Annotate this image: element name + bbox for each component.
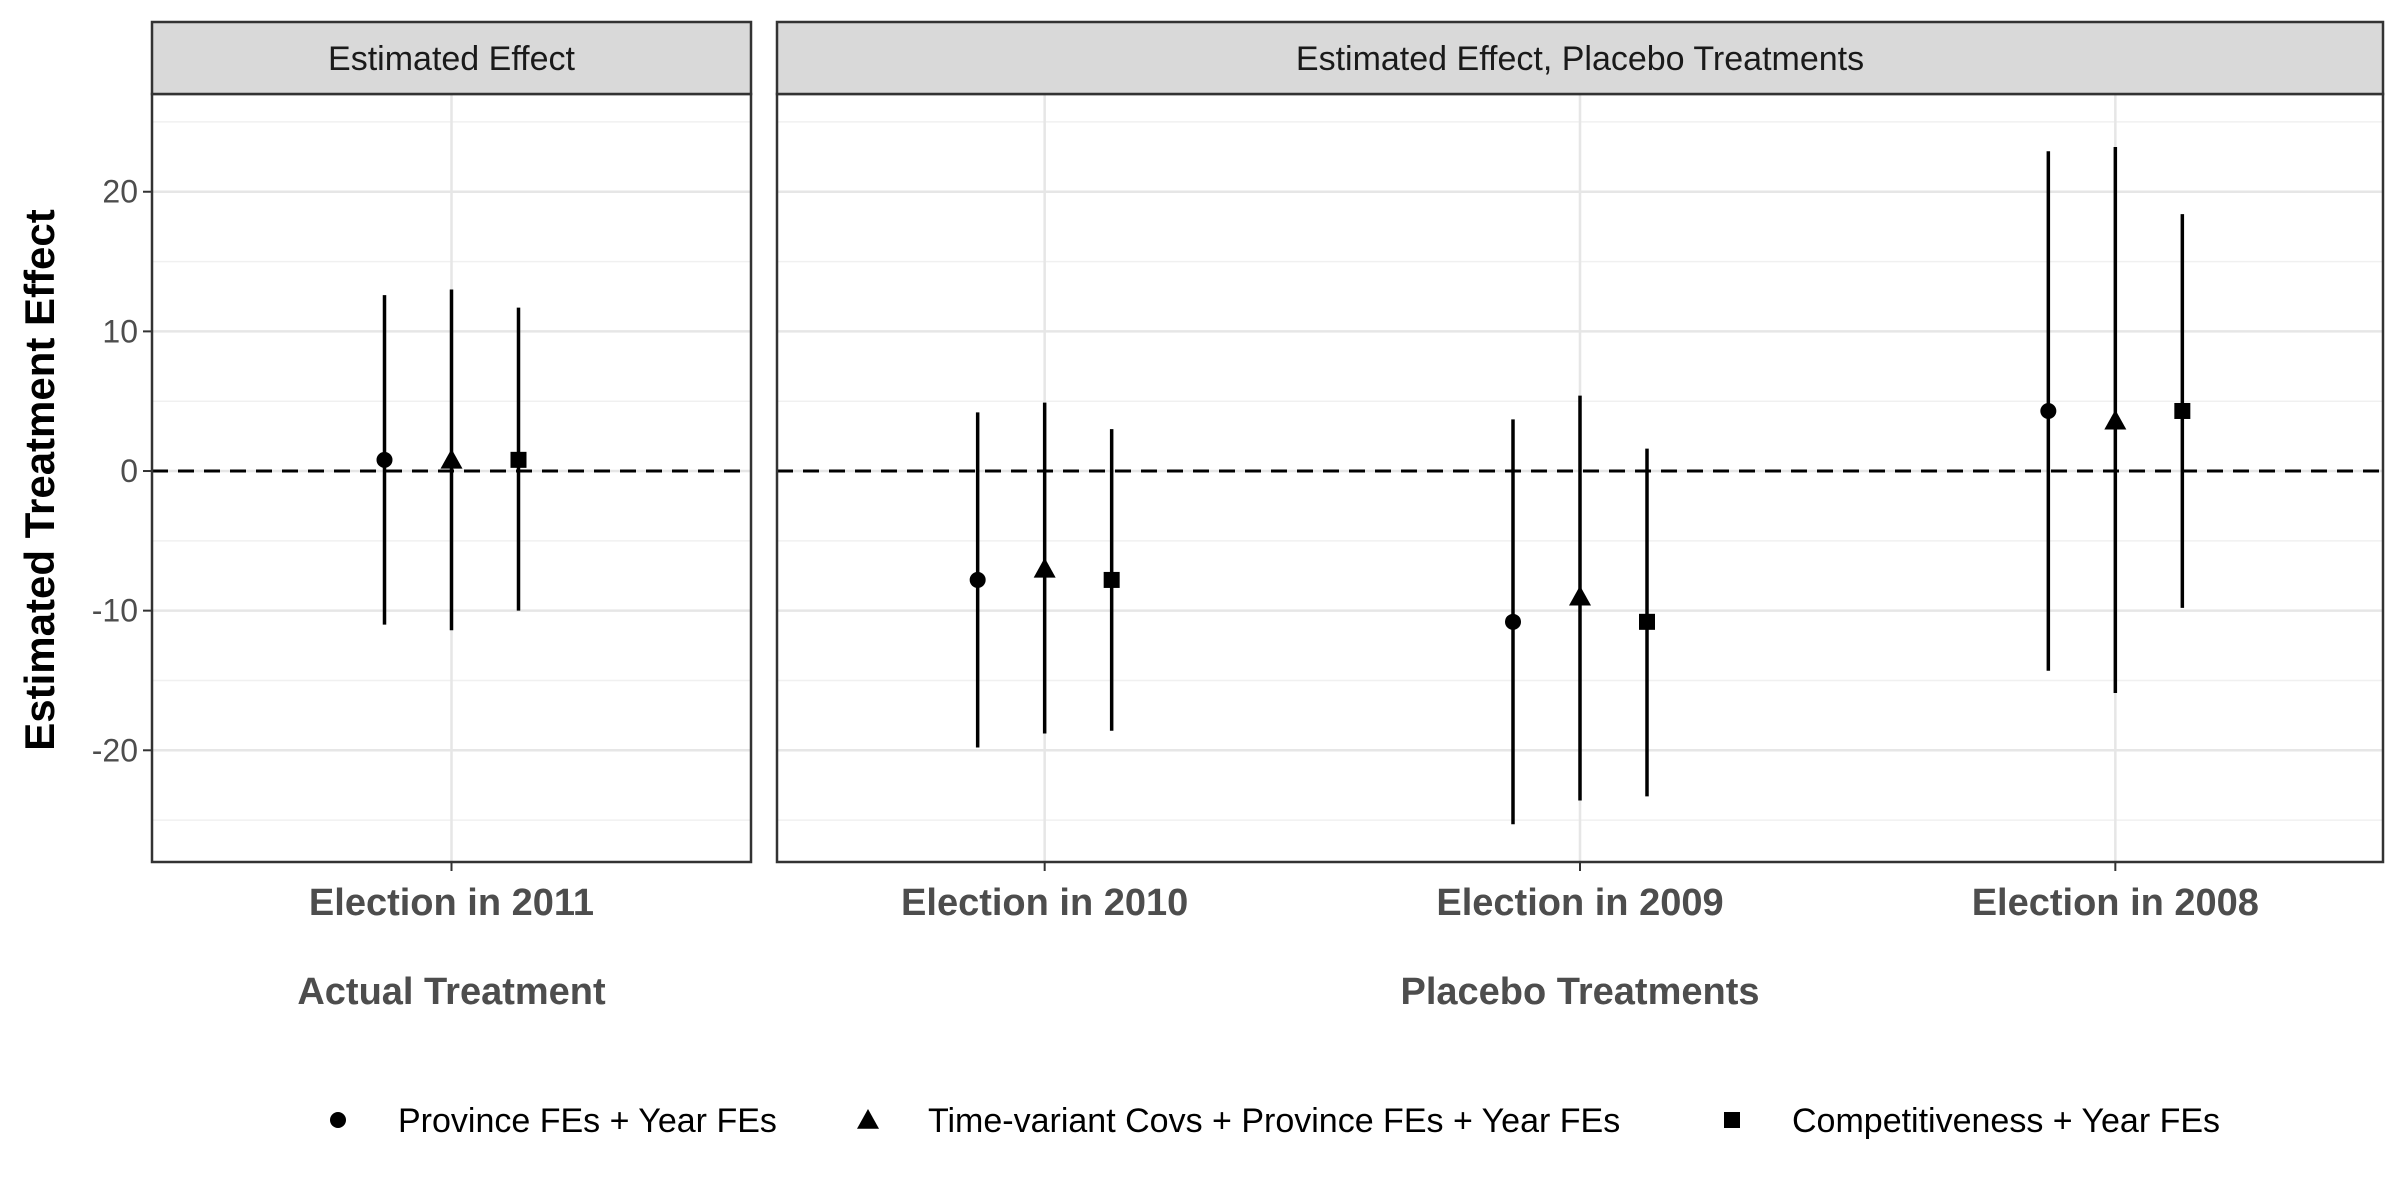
facet-strip xyxy=(150,20,753,96)
y-axis-title: Estimated Treatment Effect xyxy=(16,209,63,751)
point-estimate xyxy=(1639,613,1655,630)
point-estimate xyxy=(2104,409,2127,430)
point-estimate xyxy=(510,451,527,468)
point-estimate xyxy=(1033,557,1056,578)
point-estimate xyxy=(1505,613,1521,630)
point-estimate xyxy=(440,448,463,469)
x-tick-label: Election in 2011 xyxy=(309,882,594,924)
y-tick-label: 0 xyxy=(120,453,138,489)
x-axis-title: Placebo Treatments xyxy=(1400,971,1759,1013)
point-estimate xyxy=(1569,585,1591,606)
x-tick-label: Election in 2010 xyxy=(901,882,1188,924)
y-tick-label: 20 xyxy=(102,174,138,210)
legend-label: Province FEs + Year FEs xyxy=(398,1102,777,1140)
facet-strip-label: Estimated Effect xyxy=(328,40,575,78)
point-estimate xyxy=(1103,571,1120,588)
legend-label: Time-variant Covs + Province FEs + Year … xyxy=(928,1102,1620,1140)
facet-panel: Estimated Effect, Placebo Treatments Elec… xyxy=(775,20,2385,1013)
point-estimate xyxy=(376,451,393,468)
point-estimate xyxy=(969,571,986,588)
legend-item: Competitiveness + Year FEs xyxy=(1724,1102,2220,1140)
panels: Estimated Effect Election in 2011 Actual T… xyxy=(150,20,2385,1013)
legend-key xyxy=(330,1112,346,1128)
legend: Province FEs + Year FEs Time-variant Covs… xyxy=(330,1102,2220,1140)
x-tick-label: Election in 2008 xyxy=(1972,882,2259,924)
legend-key xyxy=(1724,1112,1740,1128)
legend-item: Time-variant Covs + Province FEs + Year … xyxy=(857,1102,1620,1140)
point-estimate xyxy=(2040,402,2057,419)
y-axis: Estimated Treatment Effect -20 -10 0 10 20 xyxy=(16,174,152,768)
y-tick-label: -20 xyxy=(92,732,138,768)
point-estimate xyxy=(2174,402,2191,419)
legend-key xyxy=(857,1109,879,1129)
facet-panel: Estimated Effect Election in 2011 Actual T… xyxy=(150,20,753,1013)
y-tick-label: -10 xyxy=(92,593,138,629)
facet-strip-label: Estimated Effect, Placebo Treatments xyxy=(1296,40,1864,78)
x-axis-title: Actual Treatment xyxy=(297,971,606,1013)
x-tick-label: Election in 2009 xyxy=(1436,882,1723,924)
legend-label: Competitiveness + Year FEs xyxy=(1792,1102,2220,1140)
facet-strip xyxy=(775,20,2385,96)
y-tick-label: 10 xyxy=(102,313,138,349)
legend-item: Province FEs + Year FEs xyxy=(330,1102,777,1140)
